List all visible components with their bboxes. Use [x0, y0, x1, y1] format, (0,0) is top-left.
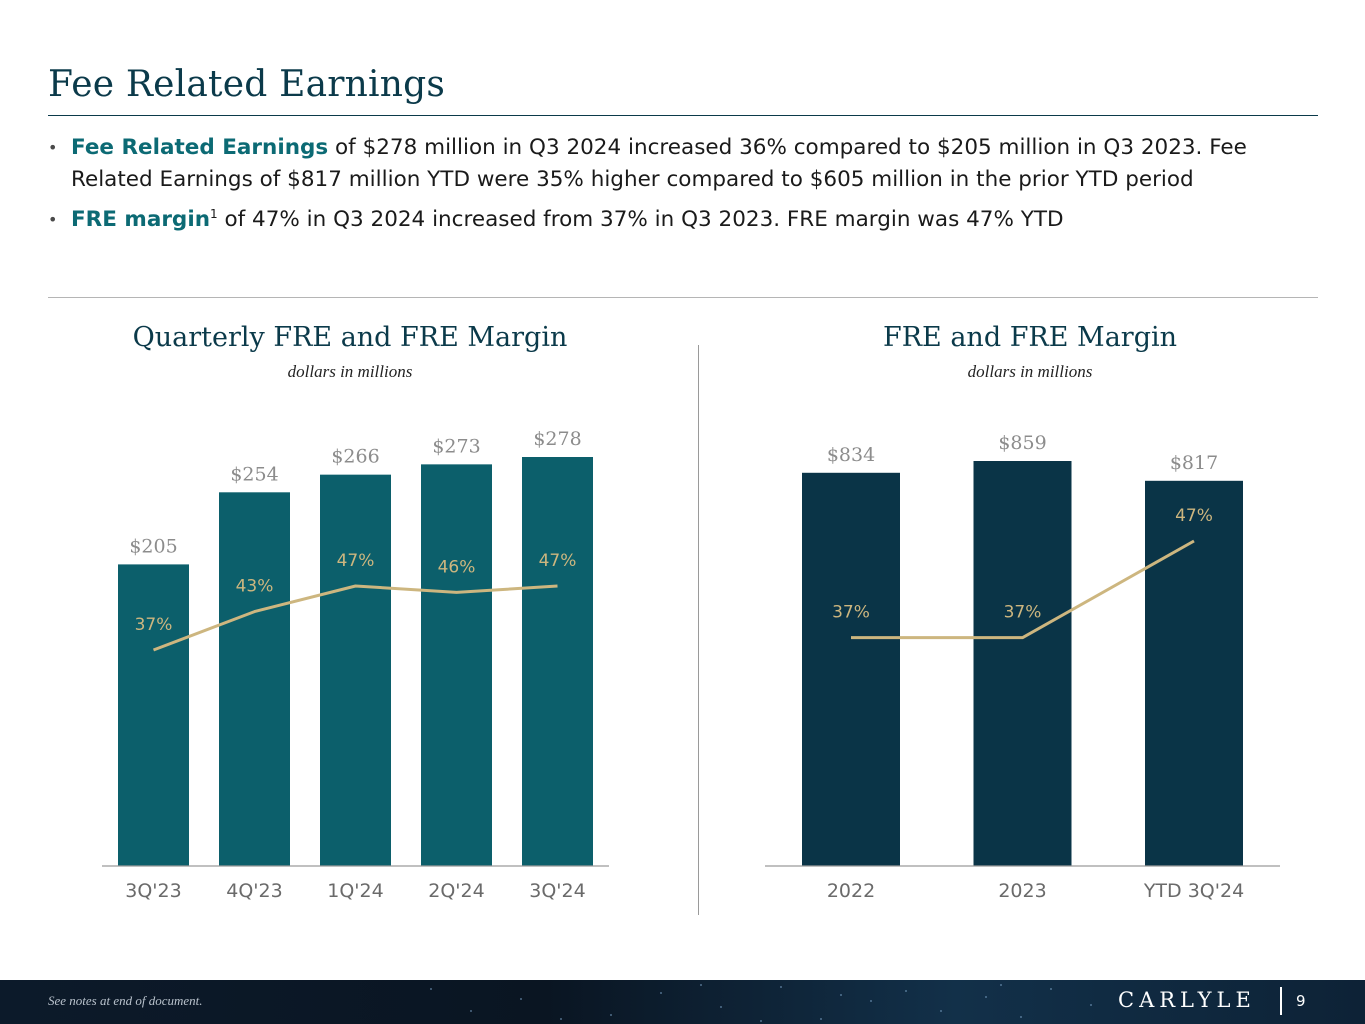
footer-sparkle	[520, 998, 522, 1000]
margin-label: 43%	[236, 577, 274, 597]
footer-separator	[1280, 987, 1282, 1015]
footer-sparkle	[560, 1018, 562, 1020]
bar-value-label: $254	[230, 463, 278, 485]
footer-bar: See notes at end of document. CARLYLE 9	[0, 980, 1365, 1024]
bar-0-3	[421, 464, 492, 866]
footer-sparkle	[700, 984, 702, 986]
footnote-marker: 1	[210, 206, 218, 221]
chart-divider	[698, 345, 699, 915]
footer-sparkle	[870, 1000, 872, 1002]
bullet-highlight: Fee Related Earnings	[71, 135, 329, 160]
section-divider	[48, 297, 1318, 298]
category-label: 3Q'23	[125, 880, 181, 902]
page-number: 9	[1296, 992, 1306, 1010]
bar-0-2	[320, 474, 391, 866]
footer-sparkle	[1090, 1004, 1092, 1006]
margin-line-0	[152, 584, 558, 652]
footer-sparkle	[720, 1006, 722, 1008]
carlyle-logo: CARLYLE	[1118, 988, 1256, 1012]
footer-sparkle	[470, 1010, 472, 1012]
footer-sparkle	[660, 992, 662, 994]
bar-0-4	[522, 457, 593, 866]
margin-label: 37%	[1004, 603, 1042, 623]
footer-sparkle	[1000, 984, 1002, 986]
category-label: 2023	[998, 880, 1046, 902]
bar-value-label: $817	[1170, 452, 1218, 474]
footer-sparkle	[840, 994, 842, 996]
footer-sparkle	[940, 1010, 942, 1012]
bar-value-label: $273	[432, 435, 480, 457]
bullet-highlight: FRE margin	[71, 207, 210, 232]
margin-label: 47%	[539, 551, 577, 571]
footer-sparkle	[780, 986, 782, 988]
category-label: 2Q'24	[428, 880, 484, 902]
bullet-dot-icon: •	[48, 138, 58, 157]
footer-sparkle	[905, 990, 907, 992]
bullet-text: of 47% in Q3 2024 increased from 37% in …	[217, 207, 1064, 232]
margin-line-1	[851, 539, 1195, 640]
bar-1-0	[802, 472, 900, 866]
chart-subtitle-annual: dollars in millions	[967, 362, 1093, 381]
category-label: 4Q'23	[226, 880, 282, 902]
footer-sparkle	[430, 988, 432, 990]
footer-sparkle	[760, 1020, 762, 1022]
bar-1-1	[973, 461, 1072, 866]
margin-label: 37%	[135, 615, 173, 635]
margin-label: 46%	[438, 557, 476, 577]
bar-1-2	[1145, 480, 1243, 866]
bullet-item: • FRE margin1 of 47% in Q3 2024 increase…	[48, 204, 1323, 236]
bar-0-0	[118, 564, 189, 866]
margin-label: 37%	[832, 603, 870, 623]
bar-value-label: $278	[533, 428, 581, 450]
category-label: 2022	[827, 880, 875, 902]
bar-0-1	[219, 492, 290, 866]
bar-value-label: $834	[827, 444, 875, 466]
bar-value-label: $859	[998, 432, 1046, 454]
chart-title-quarterly: Quarterly FRE and FRE Margin	[132, 322, 568, 353]
margin-label: 47%	[337, 551, 375, 571]
category-label: 1Q'24	[327, 880, 383, 902]
bullet-list: • Fee Related Earnings of $278 million i…	[48, 132, 1323, 244]
bar-value-label: $205	[129, 535, 177, 557]
chart-title-annual: FRE and FRE Margin	[882, 322, 1178, 353]
title-divider	[48, 115, 1318, 116]
footer-sparkle	[610, 1014, 612, 1016]
bullet-item: • Fee Related Earnings of $278 million i…	[48, 132, 1323, 196]
footer-sparkle	[985, 996, 987, 998]
bar-value-label: $266	[331, 446, 379, 468]
footer-sparkle	[1050, 988, 1052, 990]
category-label: YTD 3Q'24	[1143, 880, 1244, 902]
category-label: 3Q'24	[529, 880, 585, 902]
footer-sparkle	[820, 1018, 822, 1020]
bullet-dot-icon: •	[48, 210, 58, 229]
margin-label: 47%	[1175, 506, 1213, 526]
bullet-text: of $278 million in Q3 2024 increased 36%…	[71, 135, 1247, 192]
footer-sparkle	[1020, 1016, 1022, 1018]
page-title: Fee Related Earnings	[48, 64, 446, 105]
footer-note: See notes at end of document.	[48, 993, 203, 1008]
chart-subtitle-quarterly: dollars in millions	[287, 362, 413, 381]
